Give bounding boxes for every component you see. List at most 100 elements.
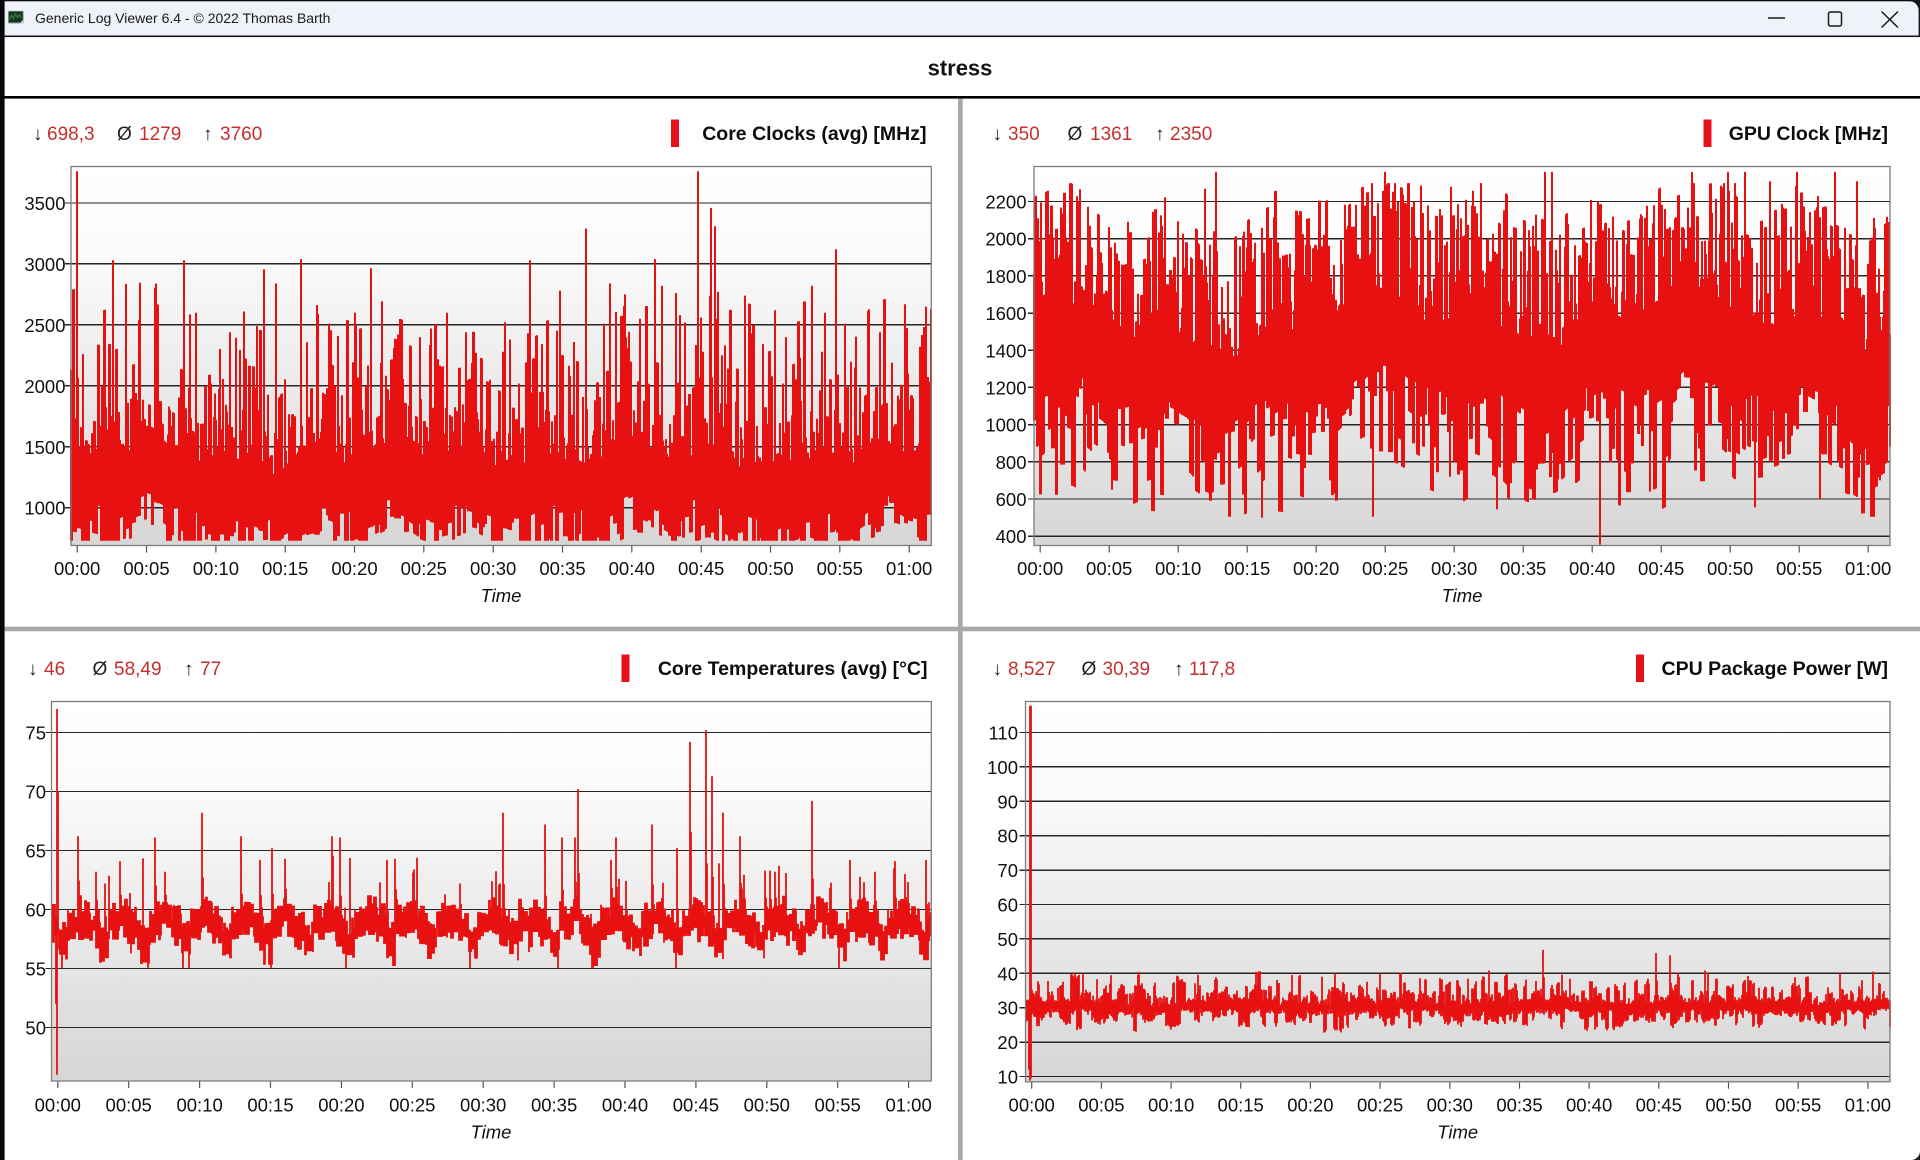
svg-text:55: 55 [25, 959, 46, 980]
svg-text:00:40: 00:40 [609, 558, 655, 579]
svg-text:00:45: 00:45 [1636, 1095, 1682, 1116]
svg-text:30,39: 30,39 [1103, 659, 1151, 680]
svg-text:00:15: 00:15 [262, 558, 308, 579]
svg-text:3760: 3760 [220, 124, 262, 145]
svg-text:Core Temperatures (avg) [°C]: Core Temperatures (avg) [°C] [658, 658, 928, 680]
svg-text:Ø: Ø [1068, 124, 1083, 145]
svg-text:00:40: 00:40 [1569, 558, 1615, 579]
svg-text:698,3: 698,3 [47, 124, 95, 145]
svg-text:8,527: 8,527 [1008, 659, 1056, 680]
svg-text:1361: 1361 [1090, 124, 1132, 145]
svg-text:30: 30 [997, 998, 1018, 1019]
svg-text:2000: 2000 [985, 229, 1026, 250]
svg-text:80: 80 [997, 826, 1018, 847]
svg-text:00:30: 00:30 [470, 558, 516, 579]
svg-text:00:00: 00:00 [54, 558, 100, 579]
svg-text:01:00: 01:00 [1845, 1095, 1891, 1116]
svg-text:50: 50 [25, 1018, 46, 1039]
svg-text:Time: Time [1442, 585, 1483, 606]
svg-text:00:50: 00:50 [1707, 558, 1753, 579]
svg-text:↓: ↓ [28, 659, 38, 680]
svg-text:↓: ↓ [993, 124, 1003, 145]
svg-text:2350: 2350 [1170, 124, 1212, 145]
svg-text:00:50: 00:50 [744, 1095, 790, 1116]
svg-text:00:15: 00:15 [1218, 1095, 1264, 1116]
svg-text:00:45: 00:45 [1638, 558, 1684, 579]
svg-text:117,8: 117,8 [1189, 659, 1235, 680]
svg-text:↓: ↓ [33, 124, 43, 145]
svg-text:00:25: 00:25 [401, 558, 447, 579]
svg-text:00:30: 00:30 [460, 1095, 506, 1116]
svg-text:01:00: 01:00 [886, 558, 932, 579]
svg-text:00:35: 00:35 [1500, 558, 1546, 579]
svg-text:GPU Clock [MHz]: GPU Clock [MHz] [1729, 123, 1888, 145]
svg-text:00:35: 00:35 [1496, 1095, 1542, 1116]
svg-text:20: 20 [997, 1032, 1018, 1053]
svg-text:01:00: 01:00 [1845, 558, 1891, 579]
svg-text:00:05: 00:05 [1086, 558, 1132, 579]
svg-text:00:10: 00:10 [176, 1095, 222, 1116]
svg-text:2200: 2200 [985, 192, 1026, 213]
svg-text:00:00: 00:00 [1017, 558, 1063, 579]
svg-text:00:25: 00:25 [389, 1095, 435, 1116]
svg-text:1200: 1200 [985, 377, 1026, 398]
svg-text:1279: 1279 [139, 124, 181, 145]
svg-text:50: 50 [997, 929, 1018, 950]
svg-text:00:30: 00:30 [1427, 1095, 1473, 1116]
svg-text:00:20: 00:20 [1293, 558, 1339, 579]
svg-text:100: 100 [987, 757, 1018, 778]
svg-text:00:25: 00:25 [1362, 558, 1408, 579]
svg-text:00:45: 00:45 [673, 1095, 719, 1116]
svg-text:00:55: 00:55 [817, 558, 863, 579]
svg-text:Core Clocks (avg) [MHz]: Core Clocks (avg) [MHz] [702, 123, 926, 145]
svg-text:00:20: 00:20 [318, 1095, 364, 1116]
svg-text:00:05: 00:05 [123, 558, 169, 579]
svg-text:00:40: 00:40 [1566, 1095, 1612, 1116]
svg-text:65: 65 [25, 841, 46, 862]
svg-text:Time: Time [481, 585, 522, 606]
svg-text:00:10: 00:10 [1155, 558, 1201, 579]
svg-text:1800: 1800 [985, 266, 1026, 287]
svg-text:800: 800 [996, 452, 1027, 473]
svg-text:00:20: 00:20 [331, 558, 377, 579]
svg-text:stress: stress [928, 56, 993, 81]
svg-text:00:15: 00:15 [247, 1095, 293, 1116]
svg-text:00:10: 00:10 [193, 558, 239, 579]
svg-text:Time: Time [471, 1122, 512, 1143]
svg-text:↑: ↑ [184, 659, 194, 680]
svg-text:3000: 3000 [24, 254, 65, 275]
svg-text:00:00: 00:00 [1009, 1095, 1055, 1116]
svg-text:60: 60 [25, 900, 46, 921]
svg-text:00:00: 00:00 [35, 1095, 81, 1116]
svg-text:Ø: Ø [93, 659, 108, 680]
svg-text:58,49: 58,49 [114, 659, 162, 680]
svg-text:00:45: 00:45 [678, 558, 724, 579]
svg-text:3500: 3500 [24, 193, 65, 214]
svg-text:↑: ↑ [1174, 659, 1184, 680]
svg-text:00:35: 00:35 [539, 558, 585, 579]
svg-text:1000: 1000 [24, 498, 65, 519]
svg-text:00:50: 00:50 [747, 558, 793, 579]
svg-text:↓: ↓ [993, 659, 1003, 680]
svg-text:110: 110 [989, 723, 1019, 744]
svg-text:Ø: Ø [117, 124, 132, 145]
svg-text:70: 70 [997, 860, 1018, 881]
svg-text:400: 400 [996, 526, 1027, 547]
svg-text:40: 40 [997, 963, 1018, 984]
svg-text:2000: 2000 [24, 376, 65, 397]
svg-text:00:50: 00:50 [1705, 1095, 1751, 1116]
svg-text:00:40: 00:40 [602, 1095, 648, 1116]
svg-text:1500: 1500 [24, 437, 65, 458]
svg-text:00:05: 00:05 [106, 1095, 152, 1116]
svg-text:00:35: 00:35 [531, 1095, 577, 1116]
svg-text:1600: 1600 [985, 303, 1026, 324]
svg-text:00:30: 00:30 [1431, 558, 1477, 579]
svg-text:90: 90 [997, 791, 1018, 812]
svg-text:60: 60 [997, 895, 1018, 916]
svg-text:1400: 1400 [985, 340, 1026, 361]
svg-text:Ø: Ø [1082, 659, 1097, 680]
svg-text:00:55: 00:55 [1775, 1095, 1821, 1116]
svg-text:Time: Time [1437, 1122, 1478, 1143]
svg-text:CPU Package Power [W]: CPU Package Power [W] [1662, 658, 1888, 680]
svg-text:70: 70 [25, 782, 46, 803]
